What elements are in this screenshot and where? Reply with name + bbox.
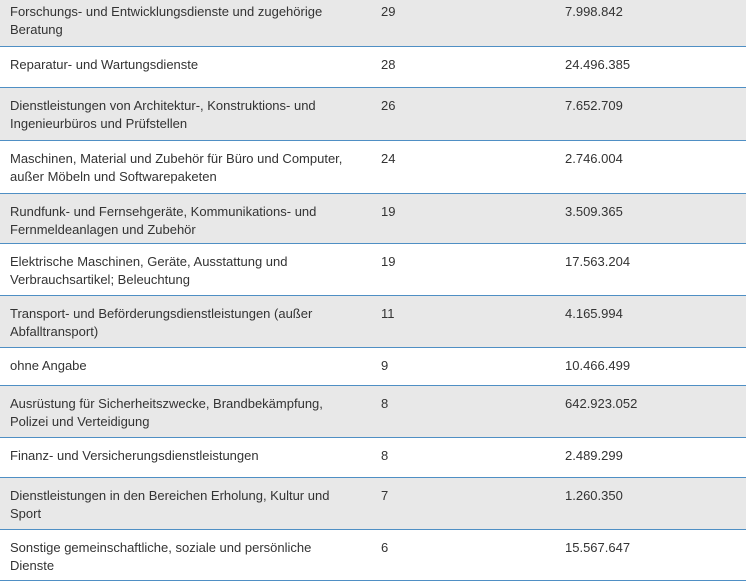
count-cell: 6 [381, 540, 389, 555]
table-row: Dienstleistungen in den Bereichen Erholu… [0, 478, 746, 530]
amount-cell: 4.165.994 [565, 306, 623, 321]
table-row: Rundfunk- und Fernsehgeräte, Kommunikati… [0, 194, 746, 244]
table-row: Transport- und Beförderungsdienstleistun… [0, 296, 746, 348]
count-cell: 29 [381, 4, 396, 19]
category-cell: Dienstleistungen von Architektur-, Konst… [10, 98, 316, 131]
table-row: ohne Angabe 9 10.466.499 [0, 348, 746, 386]
amount-cell: 1.260.350 [565, 488, 623, 503]
category-cell: Dienstleistungen in den Bereichen Erholu… [10, 488, 330, 521]
category-cell: Ausrüstung für Sicherheitszwecke, Brandb… [10, 396, 323, 429]
amount-cell: 24.496.385 [565, 57, 631, 72]
count-cell: 19 [381, 254, 396, 269]
amount-cell: 15.567.647 [565, 540, 631, 555]
count-cell: 7 [381, 488, 389, 503]
count-cell: 8 [381, 448, 389, 463]
category-cell: Elektrische Maschinen, Geräte, Ausstattu… [10, 254, 288, 287]
category-cell: ohne Angabe [10, 358, 87, 373]
category-cell: Forschungs- und Entwicklungsdienste und … [10, 4, 323, 37]
table-row: Elektrische Maschinen, Geräte, Ausstattu… [0, 244, 746, 296]
table-row: Ausrüstung für Sicherheitszwecke, Brandb… [0, 386, 746, 438]
category-cell: Sonstige gemeinschaftliche, soziale und … [10, 540, 312, 573]
count-cell: 19 [381, 204, 396, 219]
table-row: Finanz- und Versicherungsdienstleistunge… [0, 438, 746, 478]
table-row: Dienstleistungen von Architektur-, Konst… [0, 88, 746, 141]
count-cell: 26 [381, 98, 396, 113]
table-row: Maschinen, Material und Zubehör für Büro… [0, 141, 746, 194]
amount-cell: 642.923.052 [565, 396, 638, 411]
count-cell: 9 [381, 358, 389, 373]
category-cell: Reparatur- und Wartungsdienste [10, 57, 199, 72]
amount-cell: 2.746.004 [565, 151, 623, 166]
amount-cell: 17.563.204 [565, 254, 631, 269]
count-cell: 8 [381, 396, 389, 411]
amount-cell: 3.509.365 [565, 204, 623, 219]
category-cell: Transport- und Beförderungsdienstleistun… [10, 306, 313, 339]
amount-cell: 7.652.709 [565, 98, 623, 113]
amount-cell: 2.489.299 [565, 448, 623, 463]
category-cell: Maschinen, Material und Zubehör für Büro… [10, 151, 343, 184]
table-row: Forschungs- und Entwicklungsdienste und … [0, 0, 746, 47]
count-cell: 24 [381, 151, 396, 166]
count-cell: 11 [381, 306, 395, 321]
category-cell: Finanz- und Versicherungsdienstleistunge… [10, 448, 259, 463]
amount-cell: 10.466.499 [565, 358, 631, 373]
table-row: Sonstige gemeinschaftliche, soziale und … [0, 530, 746, 581]
count-cell: 28 [381, 57, 396, 72]
table-row: Reparatur- und Wartungsdienste 28 24.496.3… [0, 47, 746, 88]
amount-cell: 7.998.842 [565, 4, 623, 19]
category-cell: Rundfunk- und Fernsehgeräte, Kommunikati… [10, 204, 317, 237]
